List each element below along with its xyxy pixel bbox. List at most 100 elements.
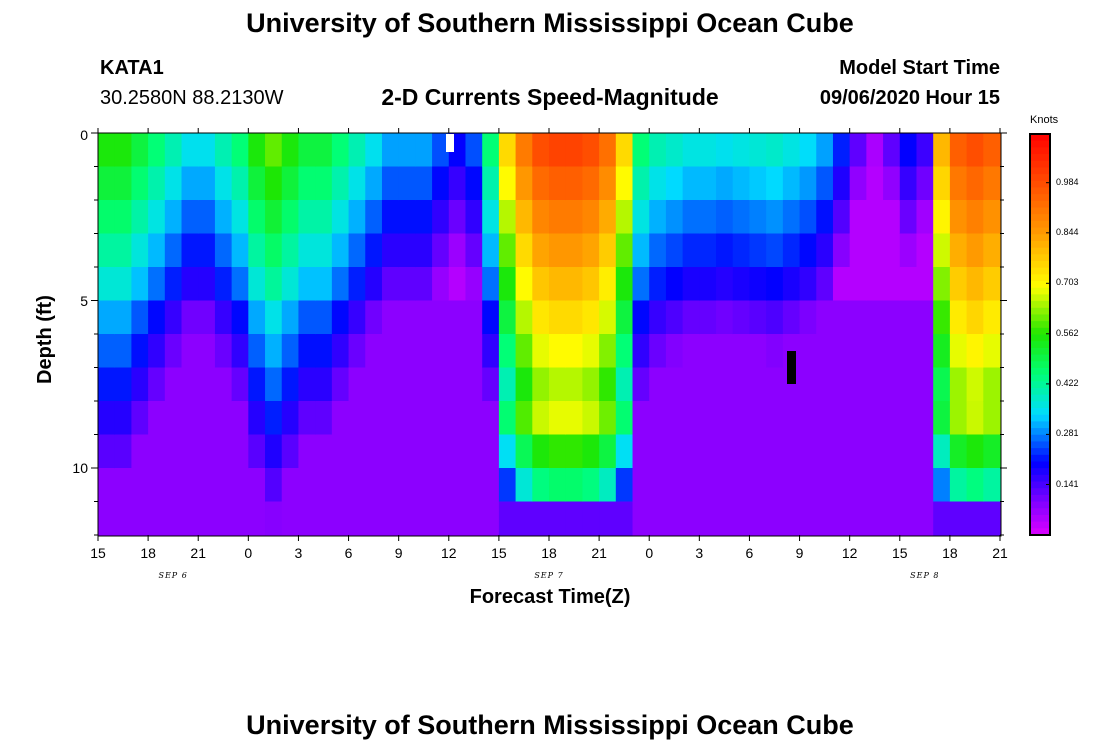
heatmap-cell bbox=[231, 334, 249, 369]
heatmap-cell bbox=[398, 166, 416, 201]
heatmap-cell bbox=[281, 334, 300, 369]
heatmap-cell bbox=[398, 200, 416, 235]
heatmap-cell bbox=[181, 334, 199, 369]
heatmap-cell bbox=[899, 401, 918, 436]
heatmap-cell bbox=[465, 434, 483, 469]
heatmap-cell bbox=[98, 267, 116, 302]
heatmap-cell bbox=[849, 233, 867, 268]
heatmap-cell bbox=[148, 401, 166, 436]
heatmap-cell bbox=[248, 133, 266, 168]
heatmap-cell bbox=[983, 468, 1001, 503]
x-axis-ticks bbox=[97, 128, 1001, 541]
colorbar-segment bbox=[1030, 334, 1050, 342]
heatmap-cell bbox=[649, 401, 667, 436]
heatmap-cell bbox=[148, 334, 166, 369]
heatmap-cell bbox=[832, 401, 851, 436]
heatmap-cell bbox=[949, 200, 968, 235]
heatmap-cell bbox=[331, 501, 350, 536]
heatmap-cell bbox=[849, 367, 867, 402]
heatmap-cell bbox=[415, 334, 433, 369]
heatmap-cell bbox=[281, 300, 300, 335]
heatmap-cell bbox=[114, 334, 132, 369]
heatmap-cell bbox=[799, 233, 817, 268]
heatmap-cell bbox=[849, 468, 867, 503]
heatmap-cell bbox=[682, 200, 700, 235]
colorbar-segment bbox=[1030, 194, 1050, 202]
missing-data-marker-black bbox=[787, 351, 796, 384]
x-tick-label: 15 bbox=[90, 545, 106, 561]
heatmap-cell bbox=[649, 334, 667, 369]
heatmap-cell bbox=[749, 401, 767, 436]
heatmap-cell bbox=[699, 401, 717, 436]
heatmap-cell bbox=[565, 501, 583, 536]
heatmap-cell bbox=[565, 233, 583, 268]
heatmap-cell bbox=[532, 401, 550, 436]
heatmap-cell bbox=[582, 300, 600, 335]
heatmap-cell bbox=[181, 133, 199, 168]
heatmap-cell bbox=[498, 367, 517, 402]
heatmap-cell bbox=[899, 133, 918, 168]
heatmap-cell bbox=[398, 434, 416, 469]
heatmap-cell bbox=[98, 300, 116, 335]
heatmap-cell bbox=[365, 434, 383, 469]
heatmap-cell bbox=[632, 434, 650, 469]
heatmap-cell bbox=[916, 367, 934, 402]
colorbar-unit: Knots bbox=[1030, 114, 1059, 126]
heatmap-cell bbox=[248, 334, 266, 369]
heatmap-cell bbox=[432, 501, 450, 536]
y-axis-ticks bbox=[91, 132, 1007, 536]
heatmap-cell bbox=[565, 334, 583, 369]
heatmap-cell bbox=[916, 300, 934, 335]
x-tick-label: 18 bbox=[942, 545, 958, 561]
heatmap-cell bbox=[549, 267, 567, 302]
heatmap-cell bbox=[565, 401, 583, 436]
heatmap-cell bbox=[448, 300, 467, 335]
heatmap-cell bbox=[181, 501, 199, 536]
heatmap-cell bbox=[816, 133, 834, 168]
heatmap-cell bbox=[716, 468, 734, 503]
heatmap-cell bbox=[632, 367, 650, 402]
heatmap-cell bbox=[181, 401, 199, 436]
x-tick-label: 6 bbox=[344, 545, 353, 561]
colorbar-segment bbox=[1030, 494, 1050, 503]
heatmap-cell bbox=[532, 434, 550, 469]
missing-data-marker bbox=[446, 134, 454, 152]
heatmap-cell bbox=[198, 334, 216, 369]
heatmap-cell bbox=[649, 300, 667, 335]
heatmap-cell bbox=[916, 434, 934, 469]
heatmap-cell bbox=[265, 334, 283, 369]
heatmap-cell bbox=[615, 267, 634, 302]
colorbar-tick-label: 0.703 bbox=[1056, 277, 1079, 288]
heatmap-cell bbox=[832, 300, 851, 335]
colorbar-segment bbox=[1030, 267, 1050, 275]
heatmap-cell bbox=[916, 133, 934, 168]
heatmap-cell bbox=[265, 401, 283, 436]
heatmap-cell bbox=[799, 133, 817, 168]
heatmap-cell bbox=[214, 300, 233, 335]
heatmap-cell bbox=[298, 501, 316, 536]
heatmap-cell bbox=[832, 133, 851, 168]
heatmap-cell bbox=[749, 166, 767, 201]
heatmap-cell bbox=[799, 434, 817, 469]
heatmap-cell bbox=[649, 233, 667, 268]
heatmap-cell bbox=[549, 233, 567, 268]
heatmap-cell bbox=[148, 367, 166, 402]
colorbar-segment bbox=[1030, 294, 1050, 302]
title-bottom: University of Southern Mississippi Ocean… bbox=[246, 710, 854, 740]
station-id: KATA1 bbox=[100, 57, 164, 79]
heatmap-cell bbox=[415, 200, 433, 235]
heatmap-cell bbox=[799, 401, 817, 436]
heatmap-cell bbox=[248, 367, 266, 402]
heatmap-cell bbox=[465, 133, 483, 168]
heatmap-cell bbox=[966, 434, 984, 469]
heatmap-cell bbox=[248, 233, 266, 268]
heatmap-cell bbox=[949, 434, 968, 469]
heatmap-cell bbox=[465, 367, 483, 402]
heatmap-cell bbox=[732, 300, 751, 335]
heatmap-cell bbox=[532, 468, 550, 503]
heatmap-cell bbox=[114, 267, 132, 302]
heatmap-cell bbox=[716, 367, 734, 402]
heatmap-cell bbox=[498, 334, 517, 369]
heatmap-cell bbox=[515, 367, 533, 402]
colorbar-segment bbox=[1030, 247, 1050, 255]
